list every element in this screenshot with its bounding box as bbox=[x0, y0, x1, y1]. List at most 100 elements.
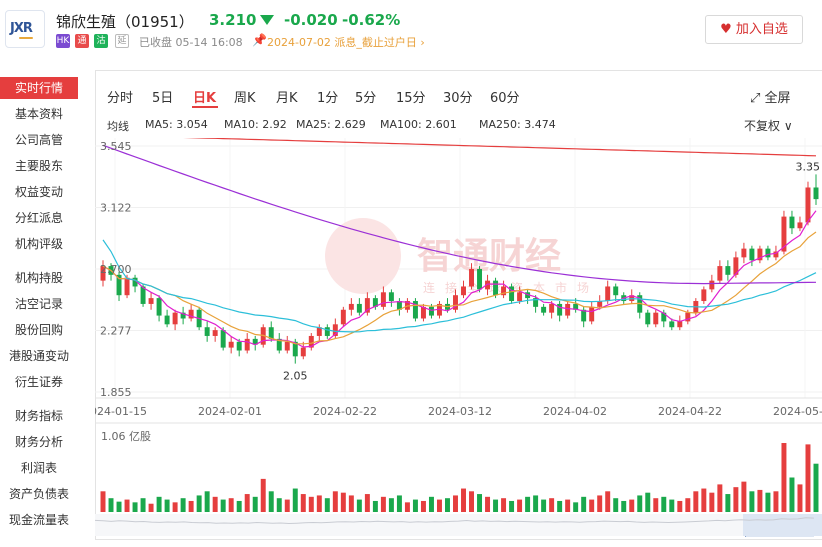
fullscreen-button[interactable]: ⤢ 全屏 bbox=[750, 91, 791, 106]
volume-bar bbox=[316, 495, 322, 512]
candle-body bbox=[372, 298, 378, 307]
sidebar-item-executives[interactable]: 公司高管 bbox=[14, 133, 63, 147]
candle-body bbox=[220, 330, 226, 348]
price-change: -0.020 bbox=[284, 11, 338, 29]
navigator-window bbox=[743, 514, 822, 536]
candle-body bbox=[364, 298, 370, 313]
sidebar-item-dividends[interactable]: 分红派息 bbox=[14, 211, 63, 225]
candle-body bbox=[661, 312, 667, 322]
market-status: 已收盘 05-14 16:08 bbox=[139, 36, 243, 49]
volume-bar bbox=[493, 499, 499, 512]
sidebar-item-connect[interactable]: 港股通变动 bbox=[8, 349, 69, 363]
navigator-line bbox=[95, 517, 814, 525]
candle-body bbox=[477, 269, 483, 290]
tab-weekly-k[interactable]: 周K bbox=[234, 91, 256, 106]
candle-body bbox=[380, 292, 386, 307]
volume-bar bbox=[252, 496, 258, 512]
volume-bar bbox=[420, 500, 426, 512]
candle-body bbox=[533, 298, 539, 307]
sidebar-item-fin-analysis[interactable]: 财务分析 bbox=[14, 435, 63, 449]
tab-5day[interactable]: 5日 bbox=[152, 91, 174, 106]
candle-body bbox=[132, 277, 138, 287]
add-watchlist-button[interactable]: ♥ 加入自选 bbox=[705, 15, 803, 44]
volume-bar bbox=[284, 499, 290, 512]
volume-bar bbox=[741, 481, 747, 512]
candle-body bbox=[565, 303, 571, 316]
sidebar-item-ratings[interactable]: 机构评级 bbox=[14, 237, 63, 251]
volume-bar bbox=[581, 496, 587, 512]
x-tick-label: 2024-05-14 bbox=[773, 405, 822, 418]
sidebar-item-derivatives[interactable]: 衍生证券 bbox=[14, 375, 63, 389]
sidebar-item-shareholders[interactable]: 主要股东 bbox=[14, 159, 63, 173]
tab-15min[interactable]: 15分 bbox=[396, 91, 426, 106]
candle-body bbox=[645, 312, 651, 325]
dividend-notice[interactable]: 2024-07-02 派息_截止过户日 › bbox=[267, 36, 425, 49]
volume-bar bbox=[140, 498, 146, 512]
volume-bar bbox=[172, 502, 178, 512]
candle-body bbox=[308, 335, 314, 348]
volume-bar bbox=[292, 488, 298, 512]
tab-daily-k[interactable]: 日K bbox=[193, 91, 217, 106]
ma5-value: MA5: 3.054 bbox=[145, 118, 208, 131]
sidebar-item-equity-changes[interactable]: 权益变动 bbox=[14, 185, 63, 199]
x-tick-label: 2024-03-12 bbox=[428, 405, 492, 418]
candle-body bbox=[252, 338, 258, 345]
candle-body bbox=[412, 301, 418, 319]
sidebar-item-cash-flow[interactable]: 现金流量表 bbox=[8, 513, 69, 527]
tab-30min[interactable]: 30分 bbox=[443, 91, 473, 106]
volume-bar bbox=[773, 491, 779, 512]
sidebar-item-institutional[interactable]: 机构持股 bbox=[14, 271, 63, 285]
volume-bar bbox=[132, 502, 138, 512]
tab-5min[interactable]: 5分 bbox=[355, 91, 377, 106]
candle-body bbox=[236, 341, 242, 351]
candle-body bbox=[733, 257, 739, 275]
x-tick-label: 2024-01-15 bbox=[95, 405, 147, 418]
volume-bar bbox=[781, 443, 787, 512]
volume-bar bbox=[188, 500, 194, 512]
volume-bar bbox=[244, 494, 250, 512]
candle-body bbox=[324, 327, 330, 336]
candle-body bbox=[749, 248, 755, 261]
volume-bar bbox=[677, 500, 683, 512]
candle-body bbox=[396, 301, 402, 310]
candle-body bbox=[709, 280, 715, 290]
candle-body bbox=[549, 303, 555, 313]
short-badge: 沽 bbox=[94, 34, 108, 48]
sidebar-item-short-selling[interactable]: 沽空记录 bbox=[14, 297, 63, 311]
sidebar-item-income[interactable]: 利润表 bbox=[20, 461, 57, 475]
volume-bar bbox=[276, 498, 282, 512]
delay-badge: 延 bbox=[115, 34, 129, 48]
navigator-strip bbox=[95, 514, 822, 536]
sidebar-item-buyback[interactable]: 股份回购 bbox=[14, 323, 63, 337]
candle-body bbox=[316, 327, 322, 336]
volume-bar bbox=[388, 498, 394, 512]
sidebar-item-fin-indicators[interactable]: 财务指标 bbox=[14, 409, 63, 423]
candle-body bbox=[404, 301, 410, 310]
volume-bar bbox=[541, 499, 547, 512]
adjust-select[interactable]: 不复权 ∨ bbox=[744, 119, 793, 133]
candle-body bbox=[228, 341, 234, 348]
tab-monthly-k[interactable]: 月K bbox=[276, 91, 298, 106]
volume-bar bbox=[501, 498, 507, 512]
tab-1min[interactable]: 1分 bbox=[317, 91, 339, 106]
sidebar-item-realtime[interactable]: 实时行情 bbox=[0, 77, 78, 99]
tab-timeshare[interactable]: 分时 bbox=[107, 91, 134, 106]
volume-unit-label: 1.06 亿股 bbox=[101, 430, 151, 443]
candle-body bbox=[348, 303, 354, 310]
tab-60min[interactable]: 60分 bbox=[490, 91, 520, 106]
volume-bar bbox=[348, 495, 354, 512]
volume-bar bbox=[557, 500, 563, 512]
volume-bar bbox=[444, 498, 450, 512]
hk-badge: HK bbox=[56, 34, 70, 48]
kline-chart[interactable]: 智通财经连接全球资本市场3.5453.1222.7002.2771.855202… bbox=[95, 138, 822, 538]
sidebar-item-balance-sheet[interactable]: 资产负债表 bbox=[8, 487, 69, 501]
y-tick-label: 3.545 bbox=[100, 140, 132, 153]
candle-body bbox=[677, 321, 683, 328]
candle-body bbox=[356, 303, 362, 313]
ma10-line bbox=[102, 231, 817, 345]
candle-body bbox=[605, 286, 611, 302]
candle-body bbox=[653, 312, 659, 325]
volume-bar bbox=[613, 498, 619, 512]
sidebar-item-profile[interactable]: 基本资料 bbox=[14, 107, 63, 121]
ma250-line bbox=[183, 138, 817, 157]
